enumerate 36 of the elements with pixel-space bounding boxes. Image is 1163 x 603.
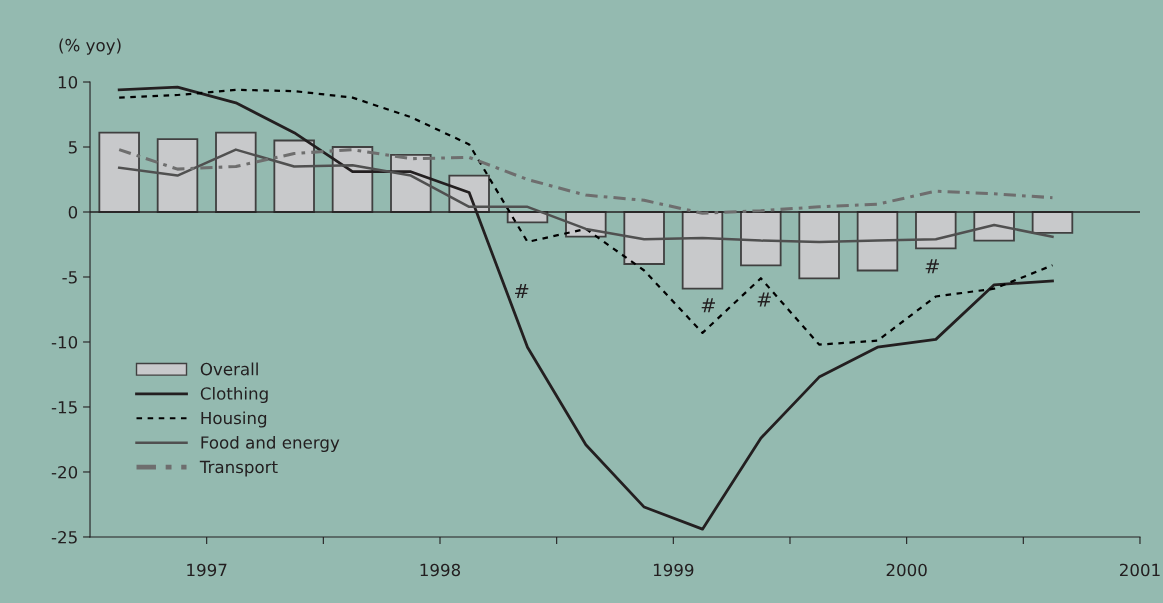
y-tick-label: -20 — [51, 465, 78, 479]
annotation: # — [757, 292, 771, 307]
bar — [798, 211, 840, 280]
bar — [681, 211, 724, 290]
annotation: # — [515, 284, 529, 299]
bar — [273, 139, 315, 213]
legend-label: Clothing — [200, 386, 268, 404]
annotation: # — [701, 298, 715, 313]
y-tick-label: -10 — [51, 335, 78, 349]
legend-label: Food and energy — [201, 435, 340, 453]
y-tick-label: 10 — [58, 75, 78, 89]
x-tick-label: 2000 — [886, 563, 927, 577]
bar — [215, 131, 257, 213]
x-tick-label: 1997 — [187, 563, 227, 577]
bar — [623, 211, 665, 265]
x-tick-label: 2001 — [1119, 563, 1160, 577]
y-axis-title: (% yoy) — [59, 38, 121, 55]
y-tick-label: -15 — [51, 401, 77, 414]
y-tick-label: -25 — [51, 530, 77, 544]
y-tick-label: -5 — [62, 271, 77, 284]
bar — [740, 211, 782, 267]
x-tick-label: 1999 — [653, 563, 694, 577]
y-tick-label: 5 — [68, 141, 77, 154]
legend-label: Overall — [200, 362, 258, 376]
legend-label: Transport — [199, 460, 278, 477]
y-tick-label: 0 — [68, 205, 78, 219]
line-series — [118, 88, 1054, 346]
x-tick-label: 1998 — [420, 563, 461, 577]
legend-label: Housing — [201, 411, 267, 428]
line-series — [117, 148, 1055, 215]
line-series — [117, 148, 1054, 244]
bar — [1031, 211, 1074, 234]
annotation: # — [925, 259, 939, 274]
bar — [98, 131, 140, 213]
bar — [156, 138, 199, 213]
bar — [856, 211, 899, 272]
